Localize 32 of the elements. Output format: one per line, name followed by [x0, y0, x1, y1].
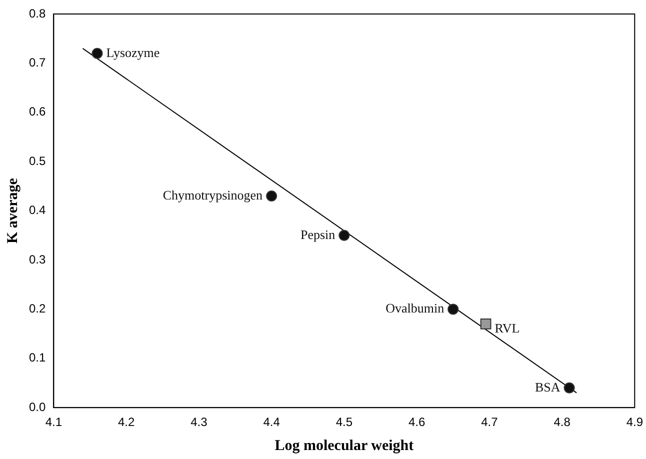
y-tick-label: 0.7 — [28, 56, 46, 70]
y-tick-label: 0.0 — [28, 400, 46, 414]
x-tick-label: 4.7 — [481, 415, 498, 430]
point — [338, 230, 350, 241]
x-tick-label: 4.2 — [118, 415, 135, 430]
annotation: Ovalbumin — [386, 300, 445, 316]
y-tick-label: 0.2 — [28, 302, 46, 316]
y-tick-label: 0.4 — [28, 203, 46, 218]
point — [92, 48, 103, 59]
annotation: RVL — [494, 320, 520, 336]
point — [564, 382, 575, 394]
x-tick-label: 4.4 — [263, 415, 280, 430]
point — [480, 318, 492, 330]
x-tick-label: 4.9 — [626, 415, 644, 430]
x-tick-label: 4.3 — [190, 415, 208, 430]
annotation: BSA — [535, 379, 561, 394]
y-tick-label: 0.1 — [28, 350, 46, 365]
x-axis-title: Log molecular weight — [274, 438, 414, 454]
y-tick-label: 0.3 — [28, 252, 46, 266]
x-tick-label: 4.5 — [336, 415, 353, 430]
point — [266, 190, 278, 202]
y-tick-label: 0.8 — [28, 6, 46, 20]
x-tick-label: 4.1 — [45, 415, 62, 430]
annotation: Chymotrypsinogen — [162, 187, 264, 202]
y-tick-label: 0.6 — [28, 104, 46, 119]
annotation: Pepsin — [300, 226, 336, 242]
x-tick-label: 4.8 — [554, 415, 571, 430]
point — [448, 304, 459, 315]
y-axis-title: K average — [4, 178, 21, 244]
x-tick-label: 4.6 — [408, 415, 426, 430]
annotation: Lysozyme — [106, 44, 160, 60]
y-tick-label: 0.5 — [28, 154, 46, 168]
